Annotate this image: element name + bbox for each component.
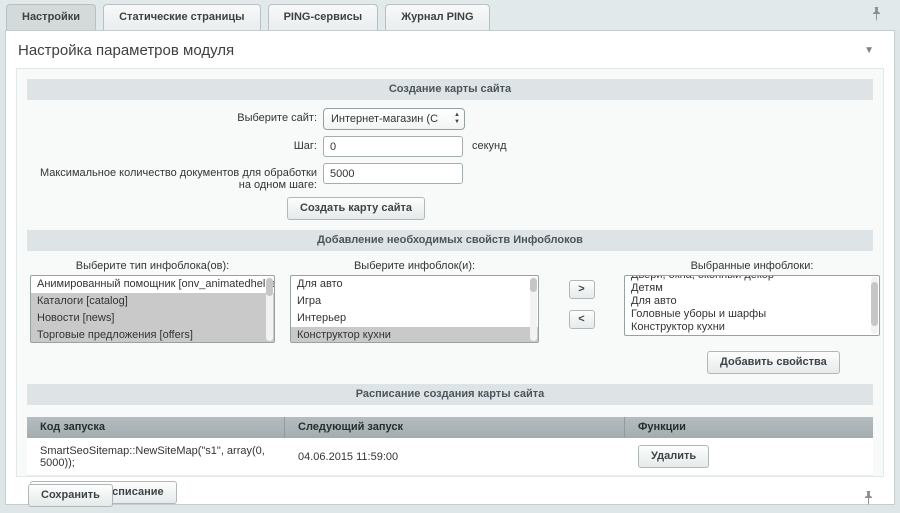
site-select-value: Интернет-магазин (С — [331, 113, 439, 125]
pin-icon[interactable] — [863, 491, 874, 508]
list-item[interactable]: Каталоги [catalog] — [31, 293, 274, 310]
delete-schedule-button[interactable]: Удалить — [638, 445, 710, 468]
list-item[interactable]: Интерьер — [297, 312, 347, 324]
schedule-next-run-cell: 04.06.2015 11:59:00 — [298, 450, 399, 463]
list-item[interactable]: Детям — [631, 282, 663, 294]
list-item[interactable]: Анимированный помощник [onv_animatedhelp… — [37, 278, 274, 290]
table-row: SmartSeoSitemap::NewSiteMap("s1", array(… — [27, 438, 873, 476]
scrollbar-thumb[interactable] — [266, 278, 273, 296]
iblocks-listbox[interactable]: Для авто Игра Интерьер Конструктор кухни — [290, 275, 539, 343]
list-item[interactable]: Торговые предложения [offers] — [31, 327, 274, 342]
list-item[interactable]: Двери, окна, оконный декор — [631, 275, 775, 281]
column-header-next-run: Следующий запуск — [285, 417, 625, 438]
schedule-table: Код запуска Следующий запуск Функции Sma… — [27, 417, 873, 476]
select-stepper-icon: ▲ ▼ — [454, 112, 460, 125]
column-header-code: Код запуска — [27, 417, 285, 438]
site-select-label: Выберите сайт: — [237, 112, 317, 124]
list-item[interactable]: Головные уборы и шарфы — [631, 308, 767, 320]
max-docs-input[interactable] — [323, 163, 463, 184]
scrollbar[interactable] — [266, 277, 273, 341]
sitemap-form: Выберите сайт: Интернет-магазин (С ▲ ▼ Ша… — [17, 100, 883, 220]
tab-ping-services[interactable]: PING-сервисы — [267, 4, 379, 30]
schedule-code-cell: SmartSeoSitemap::NewSiteMap("s1", array(… — [40, 444, 265, 469]
add-properties-button[interactable]: Добавить свойства — [707, 351, 840, 374]
save-button[interactable]: Сохранить — [28, 484, 113, 507]
types-list-label: Выберите тип инфоблока(ов): — [75, 260, 230, 272]
scrollbar[interactable] — [871, 277, 878, 334]
move-left-button[interactable]: < — [568, 310, 595, 329]
form-footer: Сохранить — [6, 477, 894, 507]
scrollbar[interactable] — [530, 277, 537, 341]
list-item[interactable]: Новости [news] — [31, 310, 274, 327]
list-item[interactable]: Для авто — [631, 295, 677, 307]
section-header-properties: Добавление необходимых свойств Инфоблоко… — [27, 230, 873, 251]
pin-icon[interactable] — [871, 7, 882, 24]
tab-ping-log[interactable]: Журнал PING — [385, 4, 490, 30]
max-docs-label: Максимальное количество документов для о… — [39, 167, 317, 191]
section-header-schedule: Расписание создания карты сайта — [27, 384, 873, 405]
create-sitemap-button[interactable]: Создать карту сайта — [287, 197, 425, 220]
column-header-functions: Функции — [638, 421, 686, 433]
step-label: Шаг: — [293, 140, 317, 152]
move-right-button[interactable]: > — [568, 280, 595, 299]
tab-settings[interactable]: Настройки — [6, 4, 97, 30]
page-title: Настройка параметров модуля — [18, 42, 235, 59]
list-item[interactable]: Игра — [297, 295, 322, 307]
step-input[interactable] — [323, 136, 463, 157]
tab-static-pages[interactable]: Статические страницы — [103, 4, 261, 30]
scrollbar-thumb[interactable] — [530, 278, 537, 292]
selected-list-label: Выбранные инфоблоки: — [690, 260, 814, 272]
module-settings-panel: Создание карты сайта Выберите сайт: Инте… — [16, 68, 884, 504]
site-select[interactable]: Интернет-магазин (С ▲ ▼ — [323, 108, 465, 130]
list-item[interactable]: Конструктор кухни — [291, 327, 538, 342]
tab-bar: Настройки Статические страницы PING-серв… — [0, 0, 900, 30]
scrollbar-thumb[interactable] — [871, 282, 878, 326]
section-header-sitemap: Создание карты сайта — [27, 79, 873, 100]
list-item[interactable]: Конструктор кухни — [631, 321, 725, 333]
step-suffix: секунд — [472, 140, 507, 152]
schedule-table-header: Код запуска Следующий запуск Функции — [27, 417, 873, 438]
infoblock-lists: Выберите тип инфоблока(ов): Анимированны… — [17, 260, 883, 343]
list-item[interactable]: Для авто — [297, 278, 343, 290]
types-listbox[interactable]: Анимированный помощник [onv_animatedhelp… — [30, 275, 275, 343]
selected-iblocks-listbox[interactable]: Двери, окна, оконный декор Детям Для авт… — [624, 275, 880, 336]
settings-form: Настройка параметров модуля ▼ Создание к… — [5, 30, 895, 507]
iblocks-list-label: Выберите инфоблок(и): — [353, 260, 476, 272]
title-row: Настройка параметров модуля ▼ — [6, 31, 894, 68]
collapse-section-icon[interactable]: ▼ — [864, 45, 874, 56]
